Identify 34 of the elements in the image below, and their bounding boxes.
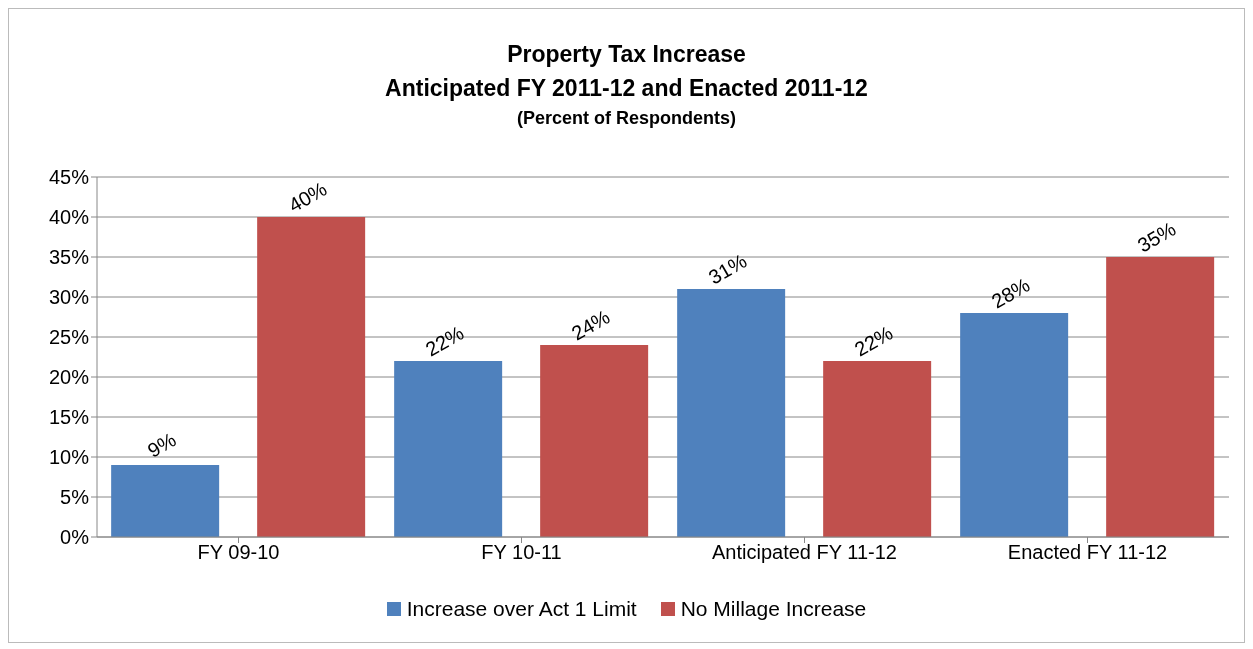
y-tick-label: 20% bbox=[48, 366, 90, 389]
y-tick-label: 30% bbox=[48, 286, 90, 309]
x-tick-label: Anticipated FY 11-12 bbox=[712, 541, 897, 564]
chart-title: Property Tax Increase Anticipated FY 2011-12 and Enacted 2011-12 bbox=[384, 40, 869, 103]
bar bbox=[960, 313, 1069, 537]
x-tick-label: FY 10-11 bbox=[481, 541, 562, 564]
data-label: 22% bbox=[421, 321, 468, 361]
y-tick-label: 10% bbox=[48, 446, 90, 469]
x-tick-label: Enacted FY 11-12 bbox=[1007, 541, 1168, 564]
y-tick-label: 35% bbox=[48, 246, 90, 269]
chart-subtitle: (Percent of Respondents) bbox=[516, 107, 737, 130]
legend-label: No Millage Increase bbox=[679, 597, 867, 621]
data-label: 28% bbox=[987, 273, 1034, 313]
bar bbox=[1106, 257, 1215, 537]
y-tick-label: 5% bbox=[60, 486, 90, 509]
data-label: 31% bbox=[704, 249, 751, 289]
y-tick-label: 40% bbox=[48, 206, 90, 229]
y-tick-label: 0% bbox=[60, 526, 90, 549]
data-label: 35% bbox=[1133, 217, 1180, 257]
data-label: 9% bbox=[143, 428, 180, 462]
x-tick-label: FY 09-10 bbox=[197, 541, 280, 564]
data-label: 40% bbox=[284, 177, 331, 217]
bar bbox=[394, 361, 503, 537]
y-tick-label: 15% bbox=[48, 406, 90, 429]
bar bbox=[823, 361, 932, 537]
bar bbox=[111, 465, 220, 537]
bar bbox=[540, 345, 649, 537]
y-tick-label: 45% bbox=[48, 166, 90, 189]
legend-label: Increase over Act 1 Limit bbox=[405, 597, 637, 621]
data-label: 24% bbox=[567, 305, 614, 345]
bar bbox=[677, 289, 786, 537]
data-label: 22% bbox=[850, 321, 897, 361]
bar bbox=[257, 217, 366, 537]
y-tick-label: 25% bbox=[48, 326, 90, 349]
